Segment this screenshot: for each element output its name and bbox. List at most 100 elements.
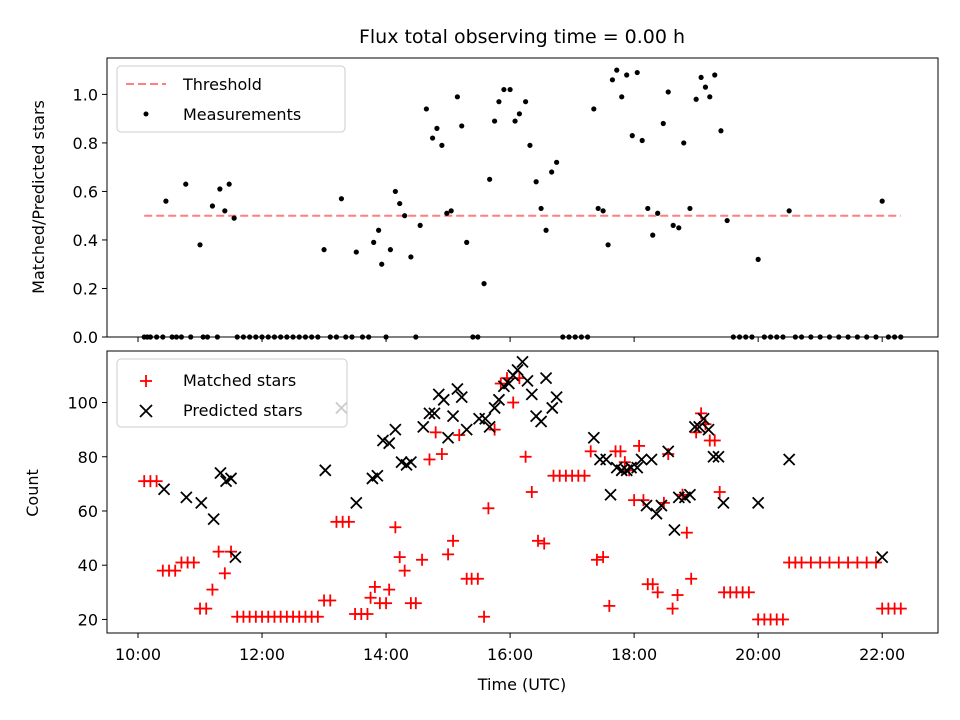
- x-tick-label: 22:00: [859, 645, 905, 664]
- predicted-star-point: [693, 420, 706, 434]
- measurement-point: [712, 72, 718, 78]
- bottom-y-tick-label: 40: [78, 556, 98, 575]
- matched-star-point: [614, 445, 627, 458]
- measurement-point: [665, 89, 671, 95]
- predicted-star-point: [604, 488, 617, 501]
- predicted-star-point: [655, 499, 668, 512]
- matched-star-point: [538, 537, 551, 550]
- matched-star-point: [488, 423, 501, 436]
- measurement-point: [516, 111, 522, 117]
- predicted-star-point: [550, 390, 563, 404]
- predicted-star-point: [441, 431, 455, 444]
- predicted-star-point: [635, 453, 648, 466]
- matched-star-point: [776, 613, 789, 626]
- predicted-star-point: [511, 363, 524, 377]
- measurement-point: [371, 239, 377, 245]
- measurement-point: [439, 142, 445, 148]
- measurement-point: [338, 196, 345, 202]
- measurement-point: [533, 179, 539, 185]
- measurement-point: [614, 67, 620, 73]
- measurement-point: [527, 142, 533, 148]
- predicted-star-point: [451, 382, 464, 396]
- x-tick-label: 14:00: [363, 645, 409, 664]
- bottom-y-tick-label: 100: [67, 394, 98, 413]
- predicted-star-point: [600, 453, 613, 466]
- matched-star-point: [311, 610, 324, 623]
- matched-star-point: [471, 572, 484, 585]
- measurement-point: [639, 137, 645, 144]
- matched-star-point: [380, 597, 393, 610]
- matched-star-point: [578, 469, 591, 482]
- matched-star-point: [361, 608, 374, 621]
- predicted-star-point: [404, 456, 418, 469]
- measurement-point: [429, 135, 436, 141]
- matched-star-point: [218, 567, 231, 580]
- measurement-point: [464, 239, 470, 245]
- predicted-star-point: [615, 464, 628, 477]
- measurement-point: [698, 74, 704, 81]
- bottom-y-axis: 20 40 60 80 100: [67, 394, 107, 629]
- legend-matched-label: Matched stars: [183, 371, 296, 390]
- matched-star-point: [342, 515, 355, 528]
- predicted-star-point: [645, 453, 658, 466]
- top-plot-frame: [106, 57, 939, 338]
- matched-star-point: [646, 578, 659, 591]
- measurement-point: [217, 186, 223, 192]
- x-tick-label: 20:00: [735, 645, 781, 664]
- measurement-point: [591, 106, 597, 112]
- predicted-star-point: [717, 496, 730, 509]
- x-tick-label: 16:00: [487, 645, 533, 664]
- predicted-star-point: [876, 550, 889, 564]
- measurement-point: [523, 99, 529, 105]
- predicted-star-point: [350, 496, 363, 509]
- top-y-axis: 0.0 0.2 0.4 0.6 0.8 1.0: [73, 85, 107, 347]
- measurement-point: [434, 125, 440, 131]
- legend-measurements-swatch: [143, 111, 149, 117]
- predicted-star-point: [707, 450, 720, 463]
- predicted-star-point: [502, 377, 515, 390]
- predicted-star-point: [195, 496, 208, 509]
- bottom-y-tick-label: 20: [78, 610, 98, 629]
- predicted-star-point: [423, 407, 436, 420]
- predicted-star-point: [157, 483, 171, 496]
- bottom-legend: Matched stars Predicted stars: [116, 358, 348, 428]
- matched-star-point: [447, 534, 460, 547]
- predicted-star-point: [383, 437, 396, 450]
- legend-threshold-label: Threshold: [182, 75, 262, 94]
- measurement-point: [387, 247, 394, 253]
- predicted-star-point: [376, 434, 390, 447]
- top-legend: Threshold Measurements: [116, 65, 346, 133]
- matched-star-point: [389, 521, 402, 534]
- bottom-y-axis-label: Count: [23, 469, 42, 517]
- legend-matched-swatch: [140, 375, 152, 387]
- predicted-star-point: [521, 374, 534, 387]
- matched-star-point: [409, 597, 422, 610]
- measurement-point: [487, 176, 493, 182]
- predicted-star-point: [455, 390, 468, 404]
- measurement-point: [624, 72, 630, 78]
- measurement-point: [408, 254, 414, 260]
- measurement-point: [417, 222, 423, 228]
- matched-star-points: [138, 372, 907, 626]
- matched-star-point: [651, 586, 664, 599]
- measurement-point: [718, 128, 724, 134]
- ratio-panel: Flux total observing time = 0.00 h Match…: [29, 26, 939, 347]
- legend-predicted-swatch: [139, 404, 153, 418]
- predicted-star-point: [650, 507, 663, 520]
- predicted-star-point: [783, 453, 796, 466]
- matched-star-point: [590, 553, 603, 566]
- measurement-point: [687, 205, 693, 212]
- measurement-point: [397, 200, 403, 207]
- x-tick-label: 12:00: [239, 645, 285, 664]
- measurement-point: [549, 169, 555, 175]
- matched-star-point: [169, 564, 182, 577]
- measurement-point: [481, 281, 487, 287]
- matched-star-point: [519, 450, 532, 463]
- measurement-point: [619, 94, 625, 100]
- measurement-point: [681, 140, 687, 146]
- measurement-point: [402, 213, 408, 219]
- matched-star-point: [368, 580, 381, 593]
- measurement-point: [645, 205, 651, 212]
- matched-star-point: [429, 426, 442, 439]
